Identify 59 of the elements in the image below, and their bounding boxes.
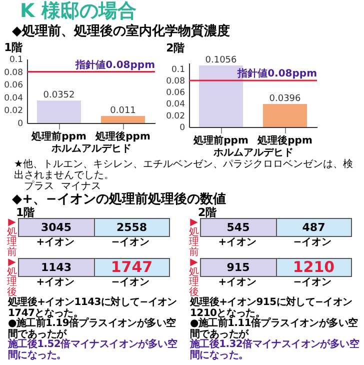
- y-tick-label: 0.1: [171, 64, 185, 75]
- text: 1210: [276, 258, 351, 276]
- text: ◆処理前、処理後の室内化学物質濃度: [12, 24, 231, 40]
- text: ▶処理後: [188, 257, 199, 298]
- text: 1747: [94, 258, 169, 276]
- text: ▶処理前: [6, 217, 18, 258]
- data-label: 0.0352: [43, 90, 75, 100]
- text: +イオン: [35, 277, 76, 288]
- text: ●施工前1.19倍プラスイオンが多い空間であったが: [8, 318, 176, 340]
- text: 487: [276, 219, 351, 236]
- text: ▶処理前: [188, 217, 200, 258]
- text: ▶処理後: [6, 257, 17, 298]
- ref-line-label: 指針値0.08ppm: [236, 67, 317, 80]
- y-tick-label: 0.08: [4, 68, 23, 78]
- x-tick-label: 処理後ppm: [94, 130, 150, 142]
- text: ●施工前1.11倍プラスイオンが多い空間であったが: [190, 318, 358, 340]
- data-label: 0.011: [110, 106, 136, 116]
- text: −イオン: [292, 237, 333, 248]
- text: −イオン: [110, 237, 151, 248]
- y-tick-label: 0: [18, 119, 23, 129]
- x-axis-title: ホルムアルデヒド: [212, 148, 294, 158]
- text: 施工後1.32倍マイナスイオンが多い空間になった。: [190, 339, 360, 361]
- data-label: 0.0396: [269, 94, 302, 104]
- text: プラス マイナス: [24, 181, 102, 192]
- y-tick-label: 0.04: [4, 93, 23, 104]
- text: ◆+、−イオンの処理前処理後の数値: [12, 192, 227, 207]
- x-axis-title: ホルムアルデヒド: [50, 144, 132, 154]
- data-label: 0.1056: [205, 56, 238, 66]
- y-tick-label: 0.02: [4, 106, 23, 116]
- text: 2階: [198, 206, 218, 219]
- text: 処理後+イオン1143に対して−イオン1747となった。: [8, 297, 178, 318]
- y-tick-label: 0: [180, 123, 185, 133]
- text: 915: [201, 259, 276, 276]
- y-tick-label: 0.04: [166, 100, 185, 110]
- text: ★他、トルエン、キシレン、エチルベンゼン、パラジクロロベンゼンは、検出されませんでした。: [14, 159, 354, 181]
- y-tick-label: 0.08: [166, 76, 185, 86]
- text: +イオン: [217, 237, 258, 248]
- text: 3045: [19, 219, 94, 236]
- y-tick-label: 0.02: [166, 111, 185, 122]
- x-tick-label: 処理前ppm: [192, 134, 248, 146]
- text: 施工後1.52倍マイナスイオンが多い空間になった。: [8, 339, 178, 361]
- text: 1143: [19, 259, 94, 276]
- x-tick-label: 処理前ppm: [30, 130, 86, 142]
- ref-line-label: 指針値0.08ppm: [74, 58, 155, 71]
- text: −イオン: [110, 277, 151, 288]
- text: +イオン: [35, 237, 76, 248]
- y-tick-label: 0.06: [166, 88, 185, 98]
- text: 1階: [16, 206, 36, 219]
- x-tick-label: 処理後ppm: [256, 134, 312, 146]
- text: +イオン: [217, 277, 258, 288]
- text: 2558: [94, 219, 169, 236]
- y-tick-label: 0.1: [9, 55, 23, 65]
- chart-title: 1階: [4, 41, 24, 54]
- text: 処理後+イオン915に対して−イオン1210となった。: [190, 297, 352, 318]
- chart-title: 2階: [166, 42, 186, 55]
- y-tick-label: 0.06: [4, 80, 23, 91]
- text: −イオン: [292, 277, 333, 288]
- text: K 様邸の場合: [20, 0, 138, 22]
- text: 545: [201, 219, 276, 236]
